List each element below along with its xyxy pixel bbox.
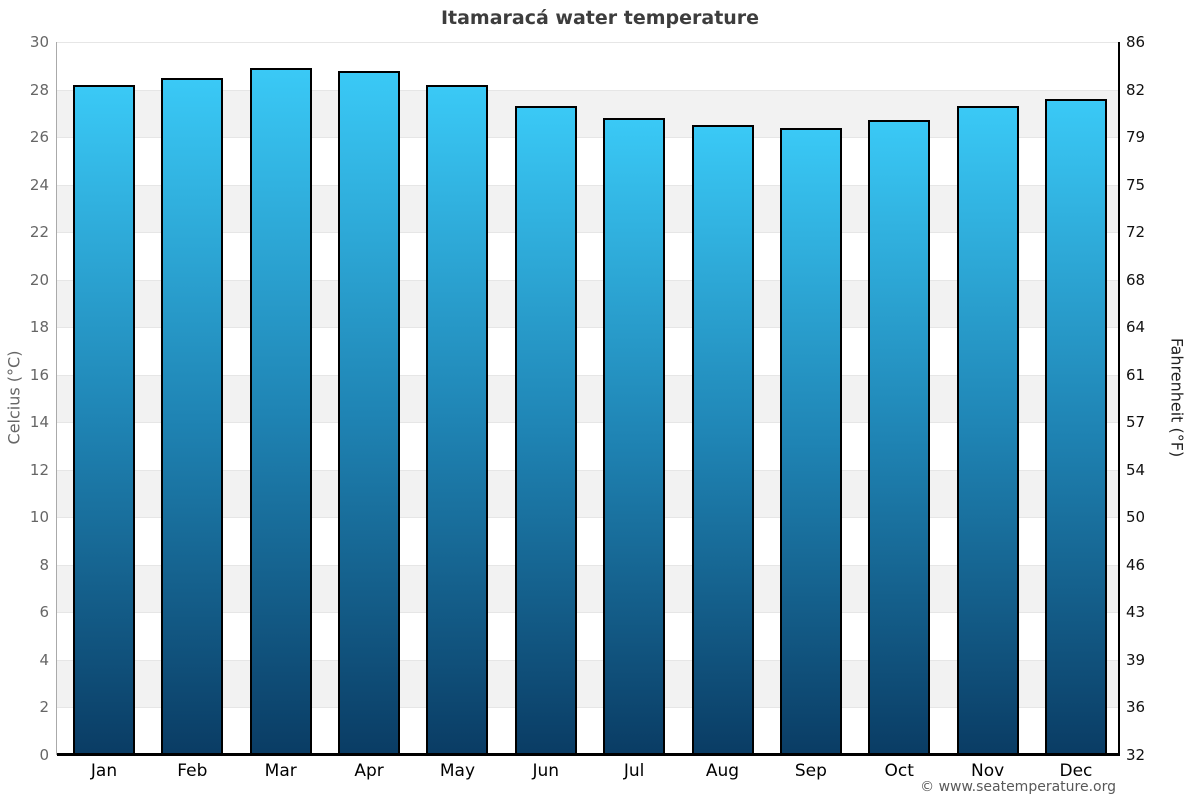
chart-title: Itamaracá water temperature	[440, 7, 760, 29]
x-axis-line	[57, 753, 1120, 756]
celsius-tick-label: 24	[29, 175, 49, 194]
celsius-tick-label: 22	[29, 223, 49, 242]
celsius-tick-label: 16	[29, 365, 49, 384]
gridline	[57, 232, 1118, 233]
gridline	[57, 660, 1118, 661]
month-tick-label: Aug	[705, 761, 740, 781]
bar-feb	[161, 77, 224, 755]
gridline	[57, 375, 1118, 376]
celsius-tick-label: 18	[29, 318, 49, 337]
celsius-tick-label: 20	[29, 270, 49, 289]
plot-band	[57, 89, 1118, 138]
bar-oct	[868, 120, 931, 755]
bar-nov	[956, 106, 1019, 755]
month-tick-label: Nov	[971, 761, 1005, 781]
plot-band	[57, 469, 1118, 518]
celsius-tick-label: 10	[29, 508, 49, 527]
gridline	[57, 42, 1118, 43]
month-tick-label: Jan	[90, 761, 118, 781]
month-tick-label: Oct	[884, 761, 914, 781]
gridline	[57, 470, 1118, 471]
plot-area	[57, 42, 1118, 756]
fahrenheit-tick-label: 43	[1126, 603, 1146, 622]
plot-band	[57, 374, 1118, 423]
fahrenheit-tick-label: 57	[1126, 413, 1146, 432]
fahrenheit-tick-label: 86	[1126, 33, 1146, 51]
bar-mar	[249, 68, 312, 755]
fahrenheit-tick-label: 39	[1126, 650, 1146, 669]
fahrenheit-tick-label: 36	[1126, 698, 1146, 717]
bar-may	[426, 84, 489, 755]
gridline	[57, 327, 1118, 328]
fahrenheit-tick-label: 68	[1126, 270, 1146, 289]
credits-link[interactable]: © www.seatemperature.org	[920, 779, 1116, 795]
gridline	[57, 565, 1118, 566]
fahrenheit-tick-label: 79	[1126, 128, 1146, 147]
celsius-tick-label: 0	[39, 746, 49, 764]
month-tick-label: Feb	[177, 761, 208, 781]
gridline	[57, 422, 1118, 423]
plot-band	[57, 279, 1118, 328]
bar-sep	[779, 127, 842, 755]
fahrenheit-tick-label: 46	[1126, 555, 1146, 574]
fahrenheit-tick-label: 64	[1126, 318, 1146, 337]
fahrenheit-tick-label: 72	[1126, 223, 1146, 242]
month-tick-label: Jun	[532, 761, 560, 781]
gridline	[57, 612, 1118, 613]
y-axis-title-fahrenheit: Fahrenheit (°F)	[1167, 337, 1187, 458]
month-tick-label: Jul	[623, 761, 645, 781]
celsius-tick-label: 14	[29, 413, 49, 432]
celsius-tick-label: 12	[29, 460, 49, 479]
plot-band	[57, 564, 1118, 613]
month-tick-label: Sep	[794, 761, 827, 781]
fahrenheit-tick-label: 54	[1126, 460, 1146, 479]
month-tick-label: Apr	[354, 761, 384, 781]
celsius-tick-label: 6	[39, 603, 49, 622]
celsius-tick-label: 26	[29, 128, 49, 147]
bar-apr	[338, 70, 401, 755]
celsius-tick-label: 8	[39, 555, 49, 574]
gridline	[57, 517, 1118, 518]
month-tick-label: Dec	[1059, 761, 1093, 781]
plot-band	[57, 184, 1118, 233]
y-axis-title-celsius: Celcius (°C)	[4, 350, 24, 445]
bar-jul	[603, 118, 666, 755]
bar-dec	[1044, 99, 1107, 755]
celsius-tick-label: 28	[29, 80, 49, 99]
y-axis-line-left	[56, 42, 57, 755]
gridline	[57, 90, 1118, 91]
gridline	[57, 707, 1118, 708]
celsius-tick-label: 30	[29, 33, 49, 51]
fahrenheit-tick-label: 32	[1126, 746, 1146, 764]
y-axis-line-right	[1118, 42, 1120, 756]
plot-band	[57, 659, 1118, 708]
fahrenheit-tick-label: 82	[1126, 80, 1146, 99]
celsius-tick-label: 4	[39, 650, 49, 669]
fahrenheit-tick-label: 50	[1126, 508, 1146, 527]
gridline	[57, 280, 1118, 281]
fahrenheit-tick-label: 75	[1126, 175, 1146, 194]
gridline	[57, 185, 1118, 186]
celsius-tick-label: 2	[39, 698, 49, 717]
month-tick-label: Mar	[264, 761, 297, 781]
bar-jun	[514, 106, 577, 755]
bar-aug	[691, 125, 754, 755]
bar-jan	[73, 84, 135, 755]
gridline	[57, 137, 1118, 138]
month-tick-label: May	[439, 761, 476, 781]
fahrenheit-tick-label: 61	[1126, 365, 1146, 384]
